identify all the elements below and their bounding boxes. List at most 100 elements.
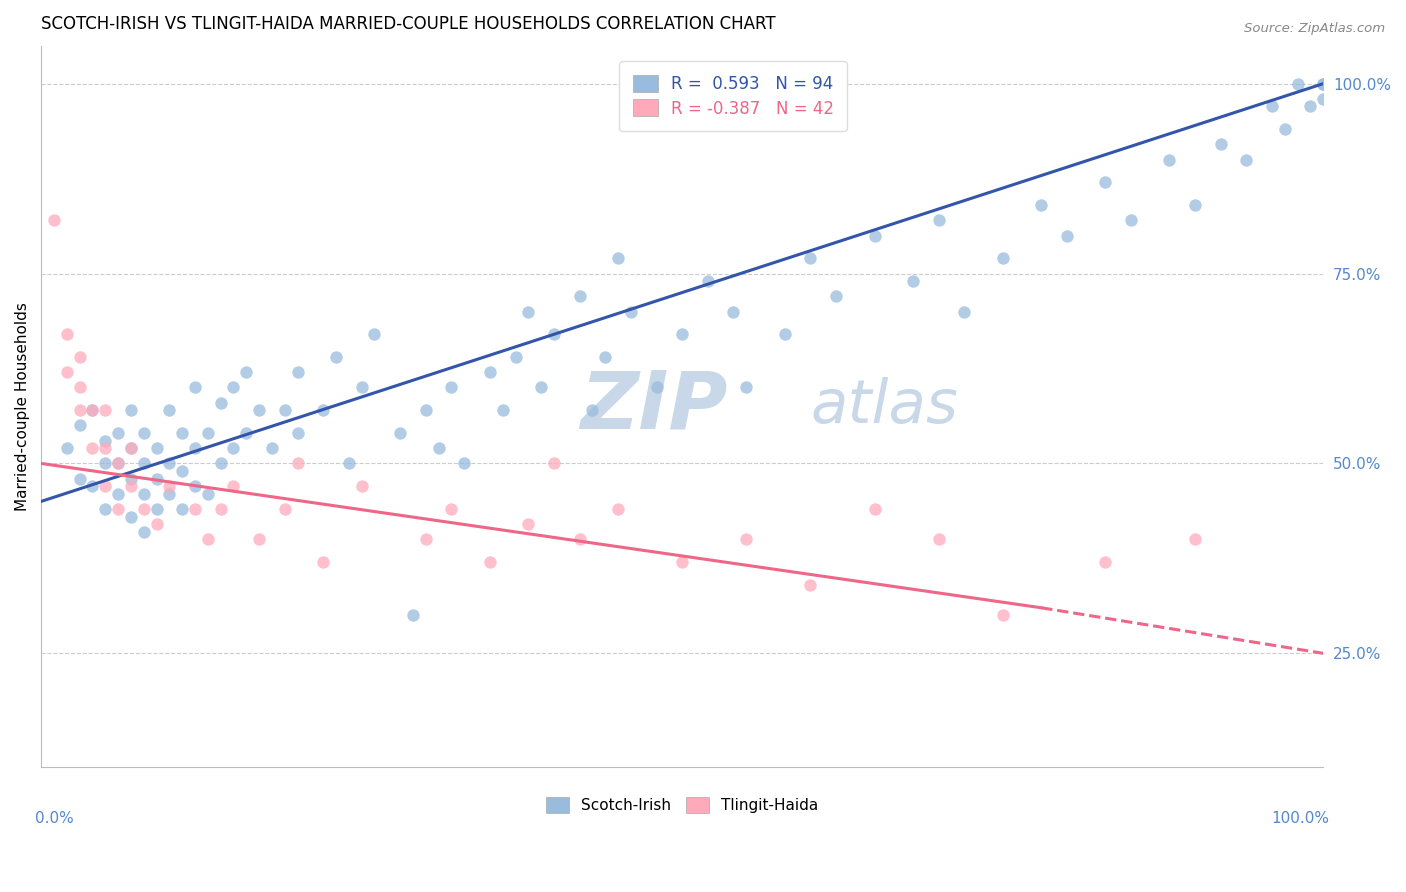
Point <box>530 380 553 394</box>
Point <box>287 457 309 471</box>
Point <box>172 502 194 516</box>
Point <box>260 442 283 456</box>
Point <box>107 457 129 471</box>
Point <box>1234 153 1257 167</box>
Point <box>94 434 117 448</box>
Point <box>1286 77 1309 91</box>
Legend: Scotch-Irish, Tlingit-Haida: Scotch-Irish, Tlingit-Haida <box>538 789 827 821</box>
Point <box>157 487 180 501</box>
Point <box>517 517 540 532</box>
Point <box>107 502 129 516</box>
Point <box>69 418 91 433</box>
Point <box>235 365 257 379</box>
Point <box>607 502 630 516</box>
Point <box>94 442 117 456</box>
Point <box>363 327 385 342</box>
Point <box>107 425 129 440</box>
Point <box>505 350 527 364</box>
Point <box>1159 153 1181 167</box>
Point <box>389 425 412 440</box>
Point <box>120 442 142 456</box>
Point <box>120 509 142 524</box>
Point <box>235 425 257 440</box>
Point <box>312 555 335 569</box>
Point <box>581 403 603 417</box>
Point <box>671 555 693 569</box>
Point <box>1261 99 1284 113</box>
Point <box>402 608 425 623</box>
Text: Source: ZipAtlas.com: Source: ZipAtlas.com <box>1244 22 1385 36</box>
Point <box>901 274 924 288</box>
Point <box>69 403 91 417</box>
Point <box>1094 175 1116 189</box>
Point <box>82 442 104 456</box>
Point <box>197 425 219 440</box>
Point <box>1184 533 1206 547</box>
Point <box>991 252 1014 266</box>
Point <box>209 457 232 471</box>
Point <box>928 533 950 547</box>
Point <box>69 380 91 394</box>
Text: ZIP: ZIP <box>579 368 727 445</box>
Point <box>1312 92 1334 106</box>
Point <box>953 304 976 318</box>
Point <box>1056 228 1078 243</box>
Point <box>132 425 155 440</box>
Point <box>82 403 104 417</box>
Point <box>453 457 475 471</box>
Point <box>274 403 297 417</box>
Point <box>172 464 194 478</box>
Point <box>82 403 104 417</box>
Point <box>197 533 219 547</box>
Point <box>157 403 180 417</box>
Point <box>735 380 758 394</box>
Point <box>222 380 245 394</box>
Point <box>132 457 155 471</box>
Text: atlas: atlas <box>810 377 959 436</box>
Point <box>120 472 142 486</box>
Text: 0.0%: 0.0% <box>35 811 73 826</box>
Point <box>337 457 360 471</box>
Point <box>478 555 501 569</box>
Point <box>350 380 373 394</box>
Point <box>287 425 309 440</box>
Point <box>1209 137 1232 152</box>
Point <box>145 517 167 532</box>
Point <box>120 442 142 456</box>
Point <box>94 502 117 516</box>
Point <box>568 289 591 303</box>
Point <box>568 533 591 547</box>
Point <box>132 502 155 516</box>
Point <box>645 380 668 394</box>
Point <box>928 213 950 227</box>
Point <box>184 479 207 493</box>
Point <box>82 479 104 493</box>
Point <box>543 327 565 342</box>
Point <box>222 442 245 456</box>
Text: 100.0%: 100.0% <box>1271 811 1330 826</box>
Point <box>107 457 129 471</box>
Point <box>492 403 515 417</box>
Point <box>607 252 630 266</box>
Point <box>157 479 180 493</box>
Point <box>184 380 207 394</box>
Point <box>222 479 245 493</box>
Point <box>1312 77 1334 91</box>
Point <box>671 327 693 342</box>
Point <box>107 487 129 501</box>
Point <box>723 304 745 318</box>
Point <box>799 578 821 592</box>
Point <box>209 502 232 516</box>
Point <box>247 533 270 547</box>
Point <box>94 457 117 471</box>
Point <box>312 403 335 417</box>
Point <box>42 213 65 227</box>
Point <box>145 442 167 456</box>
Point <box>991 608 1014 623</box>
Point <box>593 350 616 364</box>
Point <box>69 472 91 486</box>
Point <box>478 365 501 379</box>
Point <box>145 472 167 486</box>
Point <box>274 502 297 516</box>
Point <box>415 403 437 417</box>
